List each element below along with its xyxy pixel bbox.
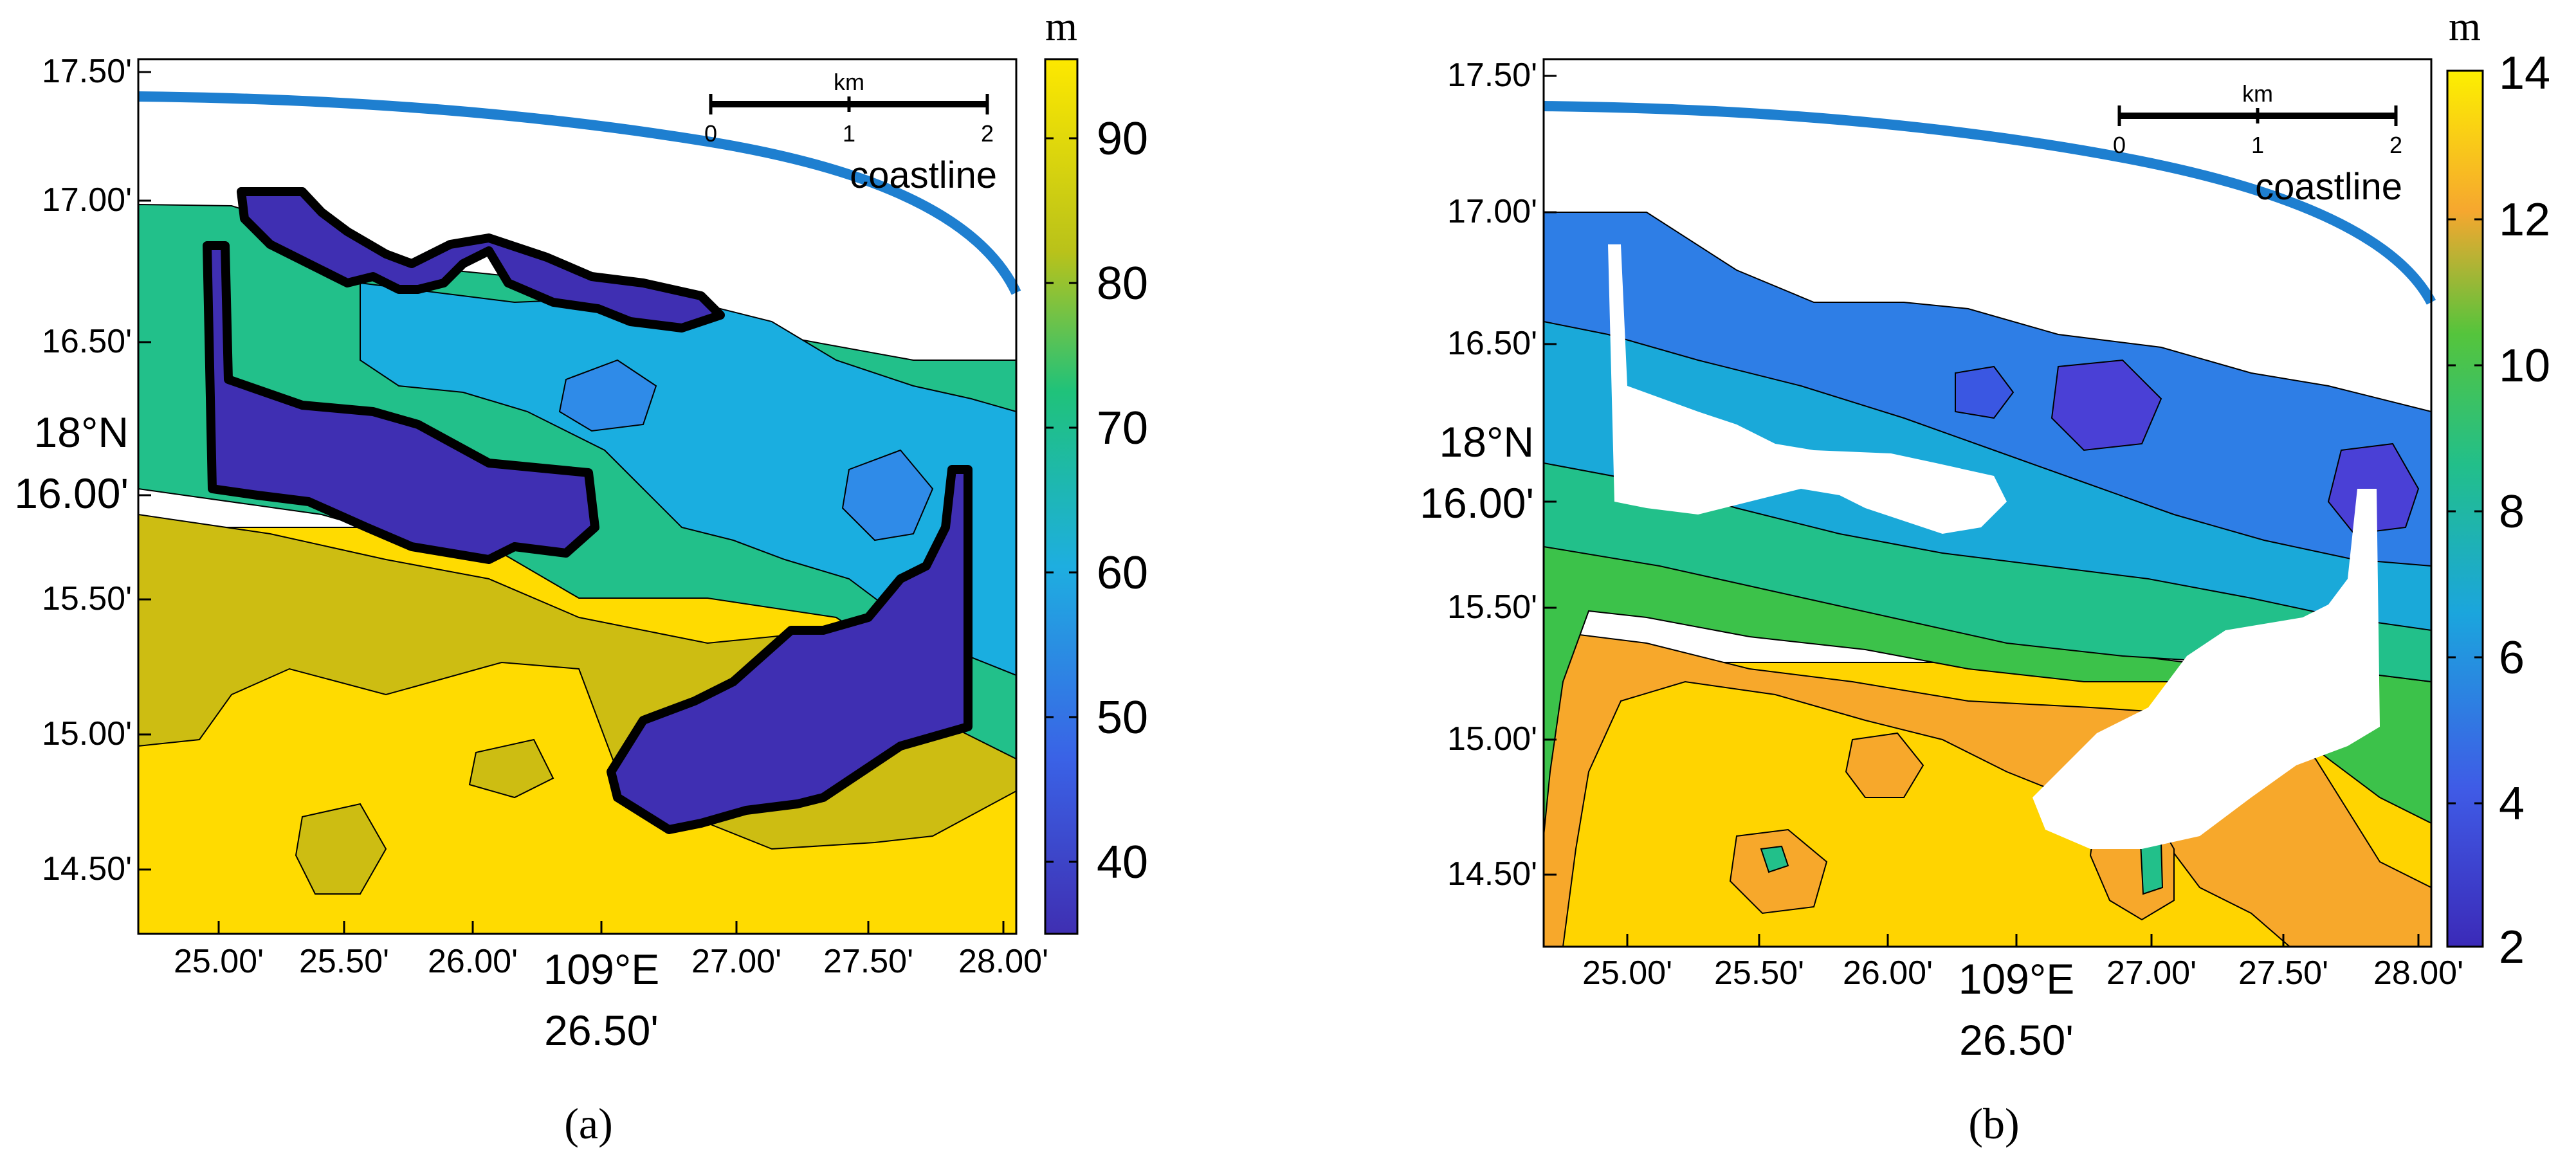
y-tick-a-5: 15.00' bbox=[42, 715, 132, 752]
map-frame-a bbox=[137, 58, 1018, 935]
x-tick-a-1: 25.50' bbox=[299, 943, 389, 980]
x-tick-b-1: 25.50' bbox=[1714, 954, 1804, 992]
panel-a: 17.50' 17.00' 16.50' 18°N 16.00' 15.50' … bbox=[0, 0, 1280, 1157]
colorbar-b bbox=[2446, 69, 2484, 948]
cb-tick-a-2: 70 bbox=[1097, 403, 1148, 454]
caption-a: (a) bbox=[564, 1099, 612, 1148]
coastline-label-b: coastline bbox=[2255, 166, 2402, 208]
y-tick-b-0: 17.50' bbox=[1447, 57, 1537, 94]
y-tick-b-2: 16.50' bbox=[1447, 325, 1537, 362]
cb-tick-a-4: 50 bbox=[1097, 692, 1148, 743]
scale-tick-a-1: 1 bbox=[843, 120, 855, 147]
unit-a: m bbox=[1045, 3, 1077, 49]
y-tick-a-4: 15.50' bbox=[42, 580, 132, 617]
x-tick-a-5: 27.50' bbox=[823, 943, 913, 980]
scale-unit-a: km bbox=[834, 69, 864, 95]
scale-bar-b bbox=[2117, 105, 2398, 126]
x-tick-a-4: 27.00' bbox=[691, 943, 781, 980]
x-tick-a-0: 25.00' bbox=[174, 943, 264, 980]
bathymetry-b bbox=[1544, 59, 2431, 947]
y-tick-a-0: 17.50' bbox=[42, 53, 132, 90]
unit-b: m bbox=[2449, 3, 2481, 49]
cb-tick-b-5: 4 bbox=[2499, 778, 2525, 830]
scale-tick-b-2: 2 bbox=[2389, 132, 2402, 158]
scale-tick-b-0: 0 bbox=[2113, 132, 2126, 158]
y-tick-b-1: 17.00' bbox=[1447, 193, 1537, 230]
y-tick-a-6: 14.50' bbox=[42, 850, 132, 888]
y-tick-a-3: 16.00' bbox=[14, 469, 129, 517]
x-axis-a bbox=[217, 921, 1005, 934]
x-degree-b: 109°E bbox=[1959, 955, 2075, 1003]
cb-tick-a-3: 60 bbox=[1097, 547, 1148, 599]
scale-unit-b: km bbox=[2242, 80, 2273, 107]
map-frame-b bbox=[1542, 58, 2433, 948]
panel-b: 17.50' 17.00' 16.50' 18°N 16.00' 15.50' … bbox=[1286, 0, 2576, 1157]
y-tick-a-2: 16.50' bbox=[42, 323, 132, 360]
x-degree-a: 109°E bbox=[544, 945, 660, 993]
scale-tick-a-0: 0 bbox=[704, 120, 717, 147]
cb-tick-b-0: 14 bbox=[2499, 48, 2550, 99]
cb-tick-b-6: 2 bbox=[2499, 922, 2525, 973]
cb-tick-a-0: 90 bbox=[1097, 113, 1148, 165]
y-tick-b-5: 15.00' bbox=[1447, 720, 1537, 758]
cb-tick-b-2: 10 bbox=[2499, 340, 2550, 392]
x-tick-b-3: 26.50' bbox=[1959, 1016, 2074, 1064]
y-tick-b-3: 16.00' bbox=[1420, 479, 1534, 527]
cb-tick-b-4: 6 bbox=[2499, 632, 2525, 684]
x-tick-b-2: 26.00' bbox=[1843, 954, 1933, 992]
x-tick-b-6: 28.00' bbox=[2373, 954, 2463, 992]
y-tick-b-4: 15.50' bbox=[1447, 588, 1537, 626]
colorbar-a bbox=[1044, 58, 1079, 935]
y-axis-a bbox=[138, 71, 151, 871]
coastline-label-a: coastline bbox=[850, 154, 997, 196]
coastline-line-b bbox=[1543, 101, 2436, 305]
y-axis-b bbox=[1544, 75, 1557, 876]
cb-tick-a-1: 80 bbox=[1097, 258, 1148, 309]
y-tick-b-6: 14.50' bbox=[1447, 855, 1537, 893]
cb-tick-b-1: 12 bbox=[2499, 194, 2550, 246]
x-tick-a-3: 26.50' bbox=[544, 1007, 659, 1054]
x-tick-b-0: 25.00' bbox=[1582, 954, 1672, 992]
caption-b: (b) bbox=[1968, 1099, 2019, 1148]
map-b: 17.50' 17.00' 16.50' 18°N 16.00' 15.50' … bbox=[1420, 3, 2550, 1148]
y-degree-b: 18°N bbox=[1439, 418, 1534, 466]
x-tick-a-6: 28.00' bbox=[958, 943, 1048, 980]
x-tick-b-5: 27.50' bbox=[2238, 954, 2328, 992]
y-tick-a-1: 17.00' bbox=[42, 181, 132, 219]
cb-tick-a-5: 40 bbox=[1097, 837, 1148, 888]
y-degree-a: 18°N bbox=[34, 408, 129, 456]
cb-tick-b-3: 8 bbox=[2499, 486, 2525, 538]
x-tick-a-2: 26.00' bbox=[428, 943, 518, 980]
scale-tick-b-1: 1 bbox=[2251, 132, 2264, 158]
coastline-line-a bbox=[138, 91, 1021, 295]
map-a: 17.50' 17.00' 16.50' 18°N 16.00' 15.50' … bbox=[14, 3, 1148, 1148]
scale-bar-a bbox=[709, 94, 989, 114]
x-axis-b bbox=[1626, 934, 2420, 947]
bathymetry-a bbox=[138, 59, 1016, 934]
x-tick-b-4: 27.00' bbox=[2106, 954, 2197, 992]
scale-tick-a-2: 2 bbox=[981, 120, 994, 147]
